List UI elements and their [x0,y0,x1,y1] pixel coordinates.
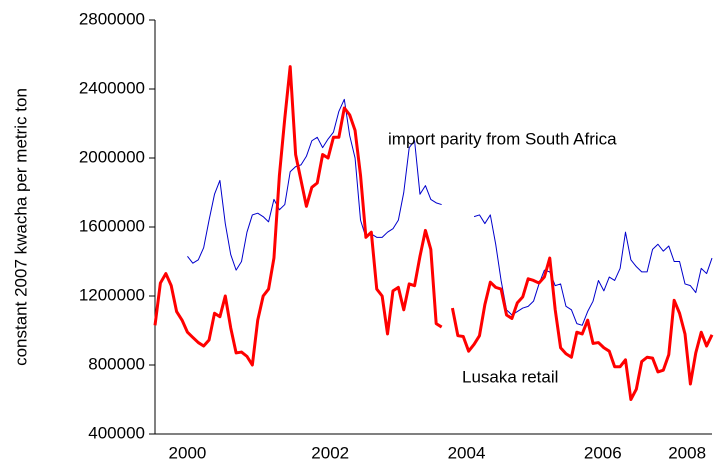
x-tick-label: 2002 [311,443,349,462]
y-tick-label: 800000 [88,354,145,373]
y-tick-label: 400000 [88,423,145,442]
x-tick-label: 2004 [448,443,486,462]
x-tick-label: 2006 [584,443,622,462]
y-tick-label: 2400000 [79,78,145,97]
x-tick-label: 2008 [668,443,706,462]
y-axis-label: constant 2007 kwacha per metric ton [11,88,30,366]
series-label: import parity from South Africa [388,129,617,148]
y-tick-label: 1600000 [79,216,145,235]
y-tick-label: 2000000 [79,147,145,166]
y-tick-label: 1200000 [79,285,145,304]
series-label: Lusaka retail [462,367,558,386]
y-tick-label: 2800000 [79,9,145,28]
x-tick-label: 2000 [169,443,207,462]
series-line [153,65,714,401]
